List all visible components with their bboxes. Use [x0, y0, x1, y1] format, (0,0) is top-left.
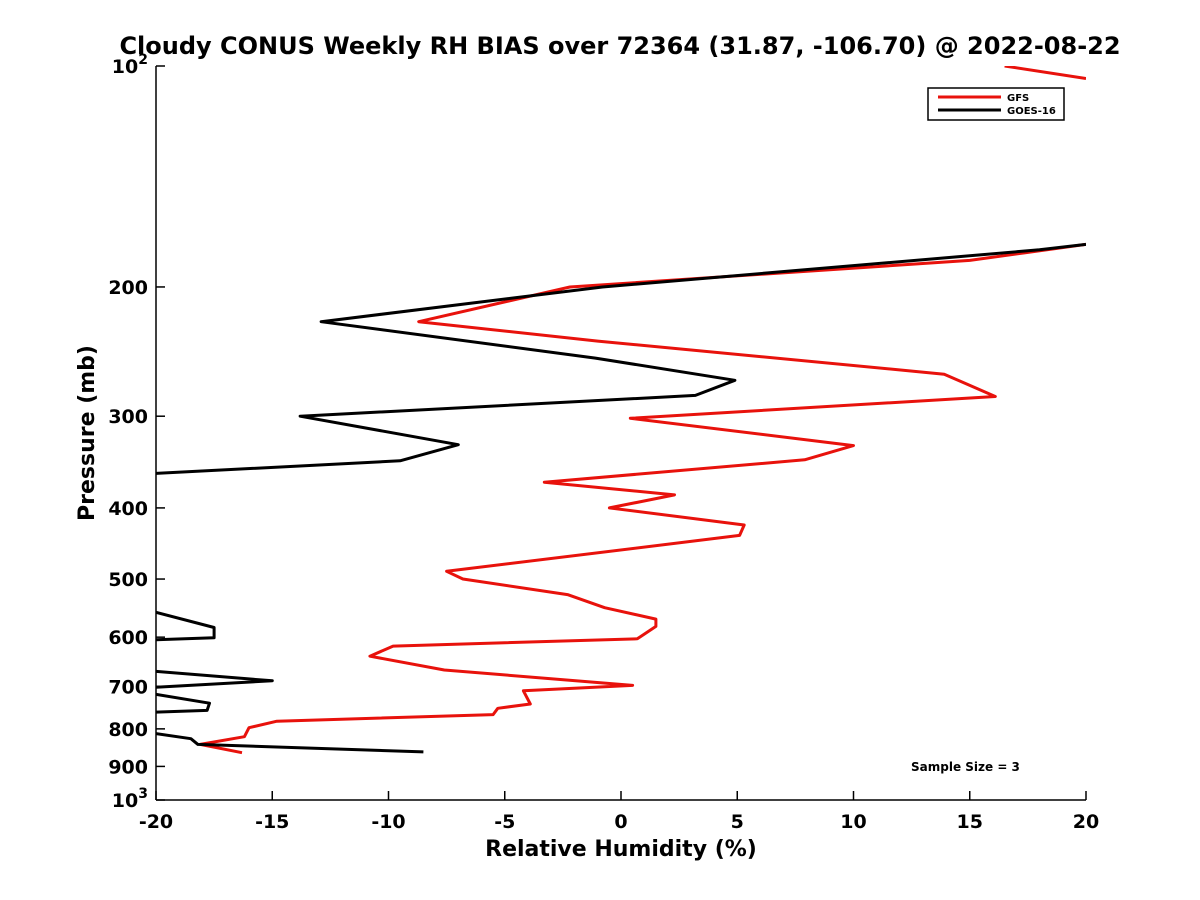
x-tick-label: -20: [139, 811, 173, 833]
series-line-goes16-1: [156, 610, 216, 642]
y-tick-label: 102: [112, 52, 148, 78]
x-tick-label: 0: [614, 811, 627, 833]
x-ticks: -20 -15 -10 -5 0 5 10 15 20: [139, 791, 1099, 833]
legend-label-goes16: GOES-16: [1007, 106, 1056, 117]
series-line-goes16-0: [156, 242, 1086, 475]
x-axis-label: Relative Humidity (%): [485, 837, 757, 862]
y-tick-label: 300: [108, 406, 148, 428]
x-tick-label: 10: [840, 811, 866, 833]
series-line-goes16-2: [156, 669, 274, 689]
series-line-gfs-0: [1004, 66, 1086, 80]
series-line-goes16-3: [156, 692, 211, 714]
y-axis-label: Pressure (mb): [75, 345, 100, 521]
x-tick-label: -5: [494, 811, 515, 833]
y-tick-label: 200: [108, 277, 148, 299]
y-tick-label: 103: [112, 786, 148, 812]
series-line-gfs-1: [198, 242, 1086, 755]
y-tick-label: 700: [108, 676, 148, 698]
x-tick-label: 20: [1073, 811, 1099, 833]
x-tick-label: -10: [371, 811, 405, 833]
y-tick-label: 800: [108, 719, 148, 741]
x-tick-label: 15: [957, 811, 983, 833]
x-tick-label: 5: [731, 811, 744, 833]
chart-title: Cloudy CONUS Weekly RH BIAS over 72364 (…: [119, 32, 1120, 60]
y-tick-label: 400: [108, 498, 148, 520]
sample-size-annotation: Sample Size = 3: [911, 760, 1020, 774]
series-line-goes16-4: [156, 732, 424, 754]
legend-label-gfs: GFS: [1007, 93, 1029, 104]
x-tick-label: -15: [255, 811, 289, 833]
y-tick-label: 900: [108, 756, 148, 778]
y-ticks: 102 200 300 400 500 600 700 800 900 103: [108, 52, 165, 812]
y-tick-label: 500: [108, 569, 148, 591]
legend-box: [927, 87, 1065, 121]
y-tick-label: 600: [108, 627, 148, 649]
legend: GFS GOES-16: [927, 87, 1065, 121]
plot-series: [156, 66, 1086, 755]
